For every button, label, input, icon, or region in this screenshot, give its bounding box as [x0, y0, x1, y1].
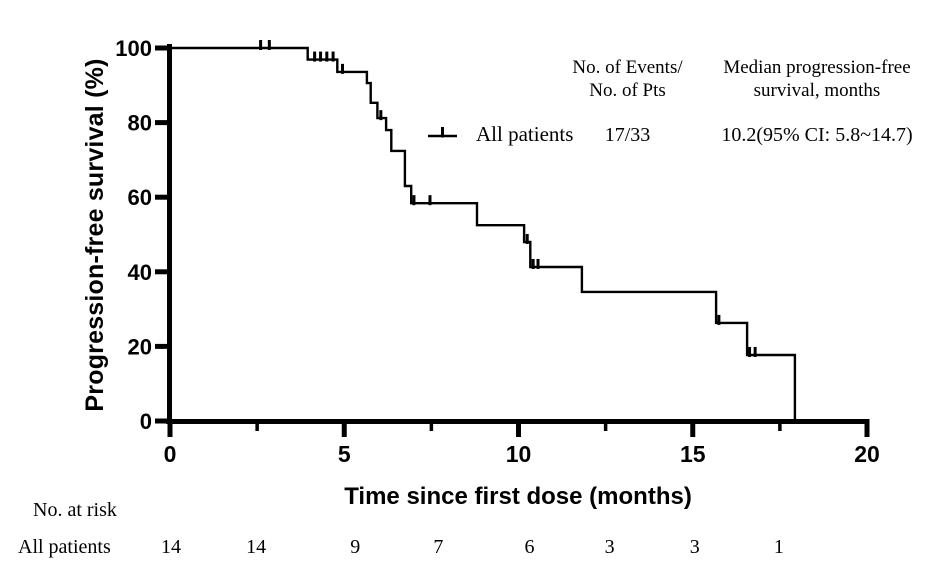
x-tick-label: 20: [854, 441, 880, 467]
risk-count: 3: [604, 536, 615, 558]
legend-events-header: No. of Events/ No. of Pts: [540, 56, 715, 102]
y-tick-label: 80: [128, 111, 152, 136]
risk-count: 7: [433, 536, 444, 558]
risk-table-row-label: All patients: [18, 536, 111, 558]
x-tick-label: 15: [680, 441, 706, 467]
risk-table-title: No. at risk: [33, 499, 117, 521]
x-tick-label: 0: [164, 441, 177, 467]
y-tick-label: 20: [128, 334, 152, 359]
legend-series-label: All patients: [476, 122, 574, 146]
x-tick-label: 5: [338, 441, 351, 467]
legend-events-header-line2: No. of Pts: [589, 80, 666, 101]
y-axis-label: Progression-free survival (%): [81, 58, 109, 412]
x-tick-label: 10: [506, 441, 532, 467]
legend-median-header-line1: Median progression-free: [723, 57, 911, 78]
y-tick-label: 60: [128, 185, 152, 210]
legend-median-header: Median progression-free survival, months: [702, 56, 931, 102]
x-axis-label: Time since first dose (months): [344, 483, 692, 510]
risk-table-counts: 14 14 9 7 6 3 3 1: [0, 536, 931, 564]
risk-count: 14: [161, 536, 181, 558]
km-curve: [170, 46, 797, 421]
legend-median-value: 10.2(95% CI: 5.8~14.7): [721, 124, 913, 146]
km-line-symbol: [428, 127, 457, 138]
legend-events-value: 17/33: [604, 124, 651, 146]
y-tick-label: 100: [115, 36, 152, 61]
risk-count: 9: [350, 536, 361, 558]
risk-count: 6: [524, 536, 535, 558]
risk-count: 14: [246, 536, 267, 558]
y-tick-label: 0: [140, 409, 152, 434]
legend-median-header-line2: survival, months: [753, 80, 881, 101]
risk-count: 1: [773, 536, 784, 558]
risk-count: 3: [689, 536, 700, 558]
y-tick-label: 40: [128, 260, 152, 285]
legend-events-header-line1: No. of Events/: [572, 57, 683, 78]
